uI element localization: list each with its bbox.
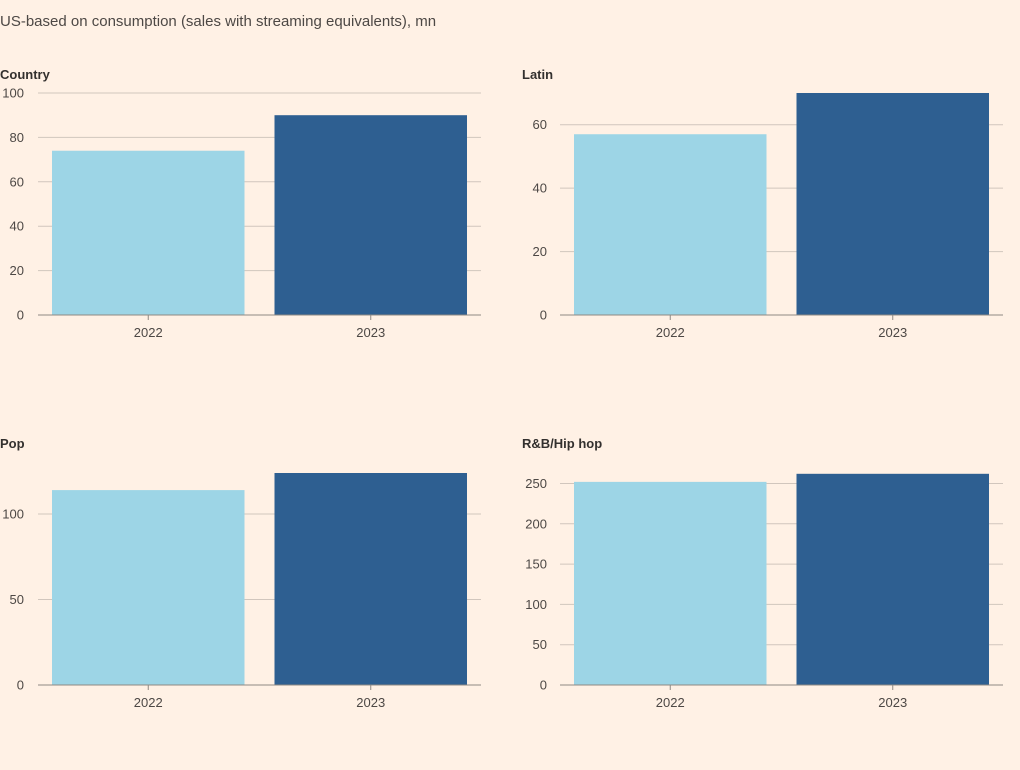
panel-title-rnb-hiphop: R&B/Hip hop bbox=[522, 436, 603, 451]
latin-ytick-label: 40 bbox=[533, 181, 547, 196]
country-xtick-label: 2023 bbox=[356, 325, 385, 340]
panel-title-latin: Latin bbox=[522, 67, 554, 82]
latin-bar-2022 bbox=[574, 134, 767, 315]
panel-title-country: Country bbox=[0, 67, 50, 82]
r-b-hip-hop-ytick-label: 0 bbox=[540, 678, 547, 693]
r-b-hip-hop-ytick-label: 200 bbox=[525, 516, 547, 531]
country-xtick-label: 2022 bbox=[134, 325, 163, 340]
pop-bar-2023 bbox=[274, 473, 467, 685]
country-ytick-label: 0 bbox=[17, 308, 24, 323]
pop-bar-2022 bbox=[52, 490, 245, 685]
country-ytick-label: 100 bbox=[2, 86, 24, 101]
latin-bar-2023 bbox=[796, 93, 989, 315]
chart-subtitle: US-based on consumption (sales with stre… bbox=[0, 13, 437, 30]
r-b-hip-hop-ytick-label: 100 bbox=[525, 597, 547, 612]
country-ytick-label: 20 bbox=[10, 263, 24, 278]
latin-ytick-label: 60 bbox=[533, 117, 547, 132]
pop-ytick-label: 0 bbox=[17, 678, 24, 693]
latin-xtick-label: 2022 bbox=[656, 325, 685, 340]
country-ytick-label: 60 bbox=[10, 174, 24, 189]
pop-ytick-label: 50 bbox=[10, 592, 24, 607]
r-b-hip-hop-ytick-label: 50 bbox=[533, 637, 547, 652]
pop-xtick-label: 2022 bbox=[134, 695, 163, 710]
pop-ytick-label: 100 bbox=[2, 507, 24, 522]
r-b-hip-hop-xtick-label: 2023 bbox=[878, 695, 907, 710]
latin-xtick-label: 2023 bbox=[878, 325, 907, 340]
country-bar-2023 bbox=[274, 115, 467, 315]
r-b-hip-hop-xtick-label: 2022 bbox=[656, 695, 685, 710]
pop-xtick-label: 2023 bbox=[356, 695, 385, 710]
r-b-hip-hop-bar-2023 bbox=[796, 473, 989, 685]
r-b-hip-hop-bar-2022 bbox=[574, 481, 767, 685]
country-bar-2022 bbox=[52, 150, 245, 315]
panel-title-pop: Pop bbox=[0, 436, 25, 451]
latin-ytick-label: 20 bbox=[533, 244, 547, 259]
country-ytick-label: 80 bbox=[10, 130, 24, 145]
r-b-hip-hop-ytick-label: 150 bbox=[525, 557, 547, 572]
latin-ytick-label: 0 bbox=[540, 308, 547, 323]
country-ytick-label: 40 bbox=[10, 219, 24, 234]
r-b-hip-hop-ytick-label: 250 bbox=[525, 476, 547, 491]
